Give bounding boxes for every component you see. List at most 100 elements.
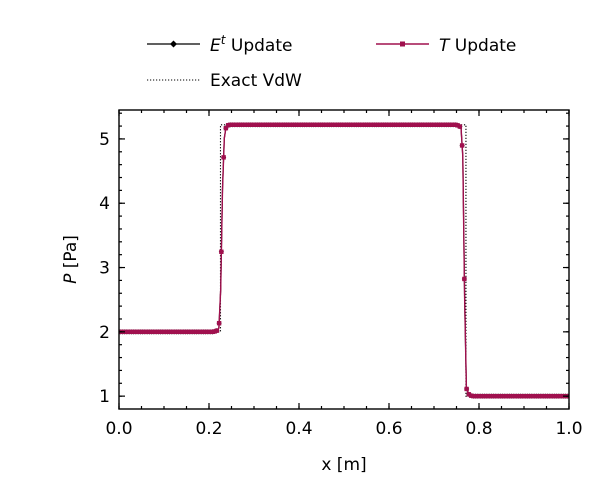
t-update-point <box>500 393 505 399</box>
y-axis-label: P [Pa] <box>61 235 81 284</box>
t-update-point <box>250 122 256 127</box>
t-update-point <box>347 122 352 127</box>
t-update-point <box>232 122 238 127</box>
t-update-point <box>423 122 429 127</box>
t-update-point <box>246 122 251 127</box>
t-update-point <box>484 393 490 399</box>
t-update-point <box>444 122 449 127</box>
t-update-point <box>126 329 132 335</box>
t-update-point <box>156 329 161 335</box>
t-update-point <box>340 122 346 127</box>
t-update-point <box>261 122 267 127</box>
legend-et-marker <box>170 40 177 48</box>
t-update-point <box>381 122 386 127</box>
t-update-point <box>365 122 370 127</box>
t-update-point <box>282 122 287 127</box>
series-exact-vdw-line <box>119 124 569 397</box>
t-update-point <box>124 329 130 335</box>
t-update-point <box>435 122 440 127</box>
t-update-point <box>520 393 526 399</box>
t-update-point <box>133 329 139 335</box>
t-update-point <box>205 329 211 335</box>
t-update-point <box>401 122 406 127</box>
t-update-point <box>203 329 208 335</box>
t-update-point <box>556 393 562 399</box>
t-update-point <box>507 393 512 399</box>
t-update-point <box>336 122 341 127</box>
t-update-point <box>446 122 451 127</box>
t-update-point <box>430 122 436 127</box>
t-update-point <box>552 393 557 399</box>
t-update-point <box>516 393 521 399</box>
y-tick-label: 5 <box>99 130 110 150</box>
t-update-point <box>498 393 503 399</box>
t-update-point <box>198 329 204 335</box>
t-update-point <box>349 122 355 127</box>
t-update-point <box>390 122 395 127</box>
x-tick-label: 0.0 <box>105 419 132 439</box>
t-update-point <box>268 122 274 127</box>
t-update-point <box>462 276 467 282</box>
t-update-point <box>450 122 456 127</box>
x-tick-label: 0.2 <box>195 419 222 439</box>
t-update-point <box>144 329 150 335</box>
t-update-point <box>376 122 382 127</box>
t-update-point <box>291 122 296 127</box>
t-update-point <box>212 329 217 334</box>
t-update-point <box>558 393 564 399</box>
t-update-point <box>354 122 359 127</box>
t-update-point <box>417 122 422 127</box>
plot-area: 0.0 0.2 0.4 0.6 0.8 1.0 1 2 3 4 5 <box>99 109 583 439</box>
t-update-point <box>162 329 168 335</box>
t-update-point <box>279 122 285 127</box>
t-update-point <box>367 122 373 127</box>
t-update-point <box>252 122 258 127</box>
t-update-point <box>192 329 197 335</box>
legend: Et Update T Update Exact VdW <box>147 33 516 91</box>
t-update-point <box>482 393 487 399</box>
t-update-point <box>331 122 337 127</box>
t-update-point <box>540 393 546 399</box>
t-update-point <box>223 125 229 131</box>
t-update-point <box>338 122 343 127</box>
t-update-point <box>360 122 366 127</box>
t-update-point <box>475 393 481 399</box>
t-update-point <box>194 329 199 335</box>
axes-frame <box>118 109 570 410</box>
t-update-point <box>239 122 244 127</box>
y-axis-label-unit: [Pa] <box>61 235 81 274</box>
t-update-point <box>293 122 298 127</box>
t-update-point <box>378 122 384 127</box>
x-tick-label: 1.0 <box>555 419 582 439</box>
legend-t-label: T Update <box>439 36 516 56</box>
t-update-point <box>234 122 240 127</box>
t-update-point <box>518 393 523 399</box>
t-update-point <box>295 122 301 127</box>
t-update-point <box>255 122 260 127</box>
t-update-point <box>300 122 305 127</box>
t-update-point <box>403 122 409 127</box>
t-update-point <box>531 393 537 399</box>
t-update-point <box>464 386 469 392</box>
t-update-point <box>176 329 181 335</box>
t-update-point <box>525 393 530 399</box>
t-update-point <box>549 393 555 399</box>
t-update-point <box>432 122 438 127</box>
t-update-point <box>138 329 143 335</box>
t-update-point <box>547 393 553 399</box>
t-update-point <box>387 122 393 127</box>
t-update-point <box>437 122 442 127</box>
y-tick-label: 3 <box>99 259 110 279</box>
series-t-update-line <box>119 124 569 397</box>
t-update-point <box>320 122 325 127</box>
t-update-point <box>140 329 145 335</box>
t-update-point <box>356 122 361 127</box>
t-update-point <box>504 393 510 399</box>
t-update-point <box>216 320 222 326</box>
t-update-point <box>241 122 247 127</box>
t-update-point <box>408 122 413 127</box>
legend-et-label: Et Update <box>210 33 292 56</box>
t-update-point <box>151 329 157 335</box>
t-update-point <box>286 122 292 127</box>
